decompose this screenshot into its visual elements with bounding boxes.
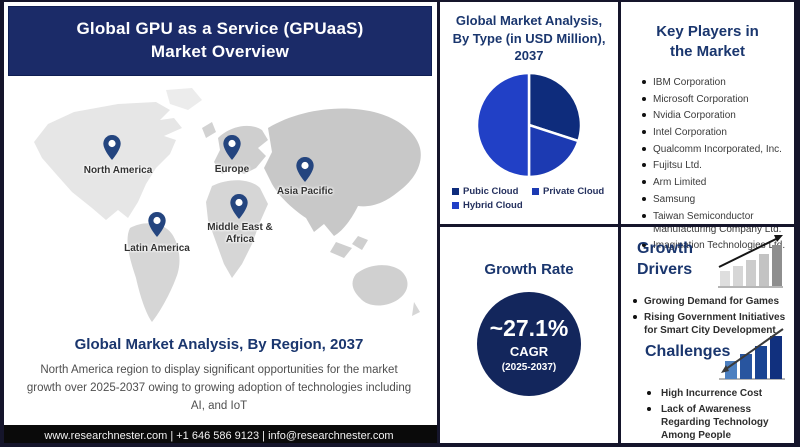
- pie-chart-title: Global Market Analysis, By Type (in USD …: [452, 13, 606, 64]
- location-pin-icon: [222, 134, 242, 161]
- location-pin-icon: [295, 156, 315, 183]
- legend-item-hybrid-cloud: Hybrid Cloud: [452, 200, 532, 211]
- list-item: Growing Demand for Games: [631, 295, 793, 308]
- region-analysis-title: Global Market Analysis, By Region, 2037: [74, 336, 364, 353]
- title-banner: Global GPU as a Service (GPUaaS) Market …: [8, 6, 432, 76]
- cagr-period: (2025-2037): [501, 362, 557, 373]
- world-map-graphic: [34, 88, 421, 322]
- pie-chart-panel: Global Market Analysis, By Type (in USD …: [440, 2, 618, 224]
- drivers-challenges-panel: Growth Drivers Growing Demand for Games …: [621, 227, 797, 443]
- list-item: Arm Limited: [642, 176, 790, 189]
- key-players-panel: Key Players in the Market IBM Corporatio…: [621, 2, 794, 251]
- region-label-north-america: North America: [83, 165, 153, 176]
- legend-label: Private Cloud: [543, 185, 605, 197]
- legend-item-private-cloud: Private Cloud: [532, 186, 612, 197]
- declining-arrow-bar-chart-icon: [719, 328, 785, 380]
- legend-swatch-icon: [452, 201, 459, 209]
- rising-bar-chart-icon: [718, 235, 783, 288]
- location-pin-icon: [147, 211, 167, 238]
- page-title-line2: Market Overview: [150, 42, 290, 61]
- legend-label: Hybrid Cloud: [463, 199, 523, 211]
- list-item: IBM Corporation: [642, 76, 790, 89]
- legend-label: Pubic Cloud: [463, 185, 519, 197]
- location-pin-icon: [102, 134, 122, 161]
- pie-chart: [475, 71, 583, 178]
- key-players-title: Key Players in the Market: [656, 23, 759, 60]
- section-divider: [437, 0, 440, 447]
- list-item: Taiwan Semiconductor Manufacturing Compa…: [642, 210, 790, 236]
- legend-swatch-icon: [452, 187, 459, 195]
- challenges-list: High Incurrence Cost Lack of Awareness R…: [643, 387, 795, 445]
- footer-contact-bar: www.researchnester.com | +1 646 586 9123…: [0, 425, 438, 447]
- cagr-badge: ~27.1% CAGR (2025-2037): [477, 292, 581, 396]
- region-label-europe: Europe: [214, 164, 250, 175]
- outer-border: [794, 0, 800, 447]
- region-label-asia-pacific: Asia Pacific: [276, 186, 334, 197]
- list-item: Lack of Awareness Regarding Technology A…: [643, 403, 795, 442]
- list-item: Qualcomm Incorporated, Inc.: [642, 143, 790, 156]
- legend-item-pubic-cloud: Pubic Cloud: [452, 186, 532, 197]
- region-label-latin-america: Latin America: [124, 243, 190, 254]
- pie-slice: [475, 71, 531, 178]
- outer-border: [0, 0, 4, 447]
- footer-contact-text: www.researchnester.com | +1 646 586 9123…: [44, 430, 394, 442]
- list-item: Fujitsu Ltd.: [642, 159, 790, 172]
- outer-border: [0, 0, 800, 2]
- pie-slice: [527, 71, 583, 142]
- section-divider: [618, 0, 621, 447]
- list-item: Intel Corporation: [642, 126, 790, 139]
- region-analysis-description: North America region to display signific…: [26, 364, 412, 412]
- list-item: High Incurrence Cost: [643, 387, 795, 400]
- growth-rate-panel: Growth Rate ~27.1% CAGR (2025-2037): [440, 227, 618, 443]
- key-players-list: IBM Corporation Microsoft Corporation Nv…: [621, 76, 790, 253]
- growth-drivers-title: Growth Drivers: [637, 240, 693, 278]
- list-item: Imagination Technologies Ltd.: [642, 239, 790, 252]
- list-item: Rising Government Initiatives for Smart …: [631, 311, 793, 337]
- pie-slice: [527, 123, 580, 178]
- list-item: Nvidia Corporation: [642, 109, 790, 122]
- cagr-value: ~27.1%: [489, 315, 569, 341]
- region-label-middle-east-africa: Middle East & Africa: [207, 222, 273, 245]
- list-item: Microsoft Corporation: [642, 93, 790, 106]
- legend-swatch-icon: [532, 187, 539, 195]
- cagr-metric-label: CAGR: [509, 344, 549, 359]
- growth-drivers-list: Growing Demand for Games Rising Governme…: [631, 295, 793, 340]
- section-divider: [437, 224, 800, 227]
- location-pin-icon: [229, 193, 249, 220]
- challenges-title: Challenges: [645, 343, 731, 360]
- page-title-line1: Global GPU as a Service (GPUaaS): [76, 19, 364, 39]
- pie-legend: Pubic Cloud Private Cloud Hybrid Cloud: [440, 181, 618, 214]
- growth-rate-title: Growth Rate: [484, 261, 574, 278]
- list-item: Samsung: [642, 193, 790, 206]
- world-map: North America Europe Asia Pacific Middle…: [6, 80, 432, 330]
- outer-border: [0, 443, 800, 447]
